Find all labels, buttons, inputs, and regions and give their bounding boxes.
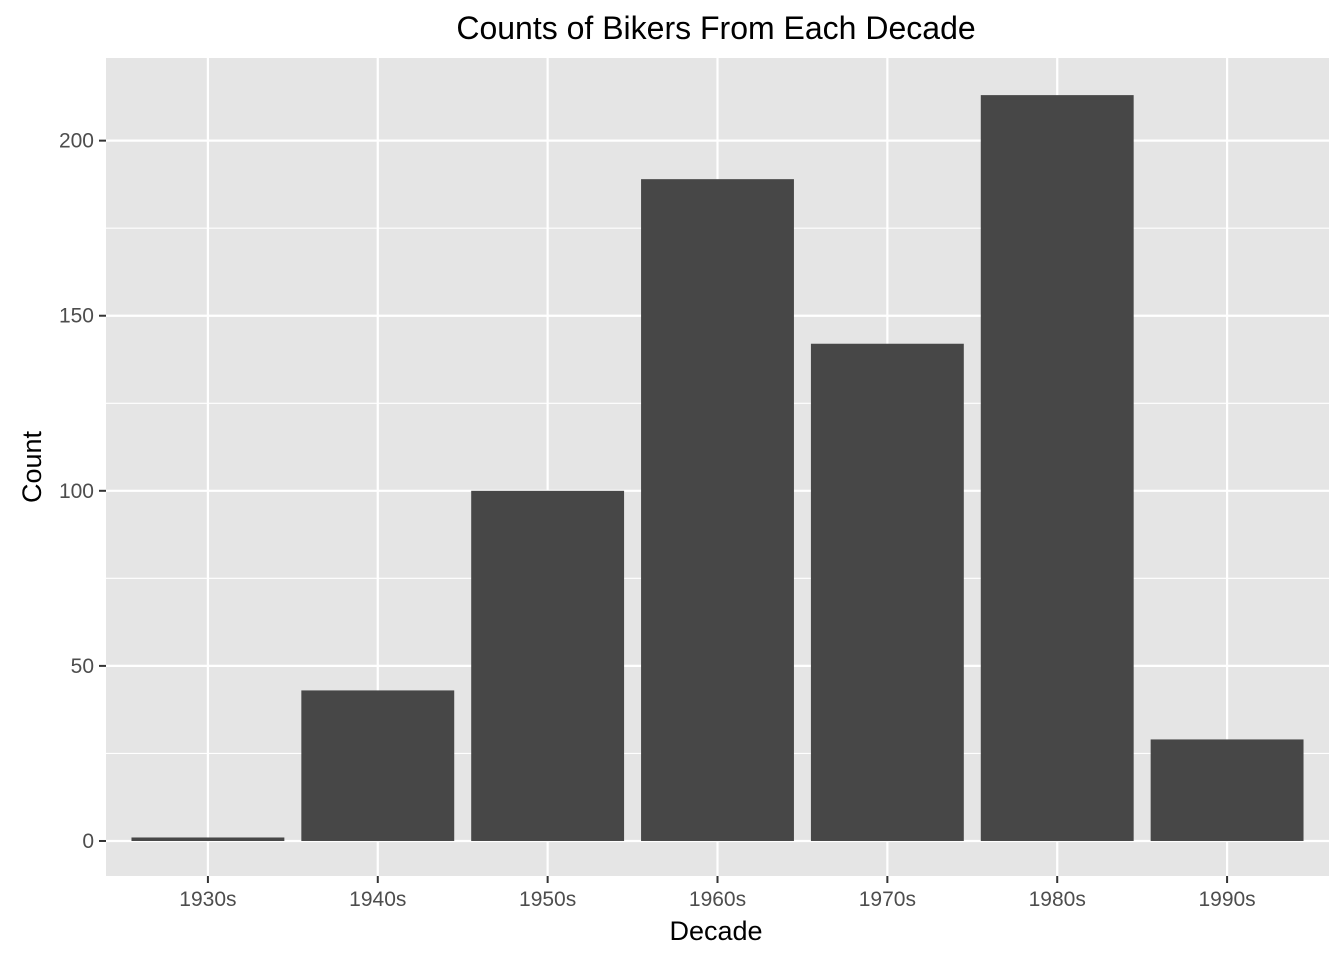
x-axis: 1930s 1940s 1950s 1960s 1970s 1980s 1990s	[179, 876, 1256, 911]
y-tick-label: 50	[71, 655, 94, 678]
bar-1960s	[641, 179, 794, 841]
x-tick-label: 1970s	[859, 888, 916, 911]
x-tick-label: 1930s	[179, 888, 236, 911]
y-tick-label: 200	[59, 130, 94, 153]
bar-1930s	[131, 837, 285, 841]
y-tick-label: 100	[59, 480, 94, 503]
bars	[131, 95, 1304, 841]
bar-1940s	[301, 690, 455, 841]
x-tick-label: 1950s	[519, 888, 576, 911]
x-tick-label: 1980s	[1029, 888, 1086, 911]
y-axis: 0 50 100 150 200	[59, 130, 106, 853]
x-axis-title: Decade	[669, 916, 762, 946]
y-axis-title: Count	[17, 430, 47, 503]
chart-title: Counts of Bikers From Each Decade	[456, 10, 975, 46]
bar-1980s	[980, 95, 1134, 841]
x-tick-label: 1960s	[689, 888, 746, 911]
bar-1970s	[810, 343, 964, 841]
bar-1990s	[1150, 739, 1304, 841]
y-tick-label: 0	[82, 830, 94, 853]
x-tick-label: 1940s	[349, 888, 406, 911]
x-tick-label: 1990s	[1198, 888, 1255, 911]
bar-1950s	[471, 490, 625, 841]
y-tick-label: 150	[59, 305, 94, 328]
